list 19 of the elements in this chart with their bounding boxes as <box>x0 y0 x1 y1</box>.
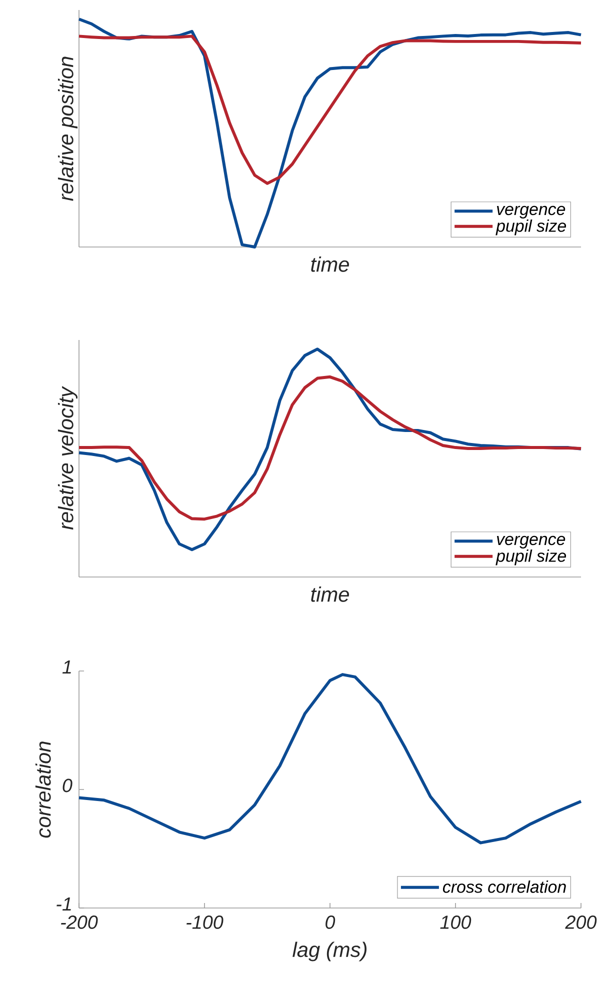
legend-label: vergence <box>496 536 566 548</box>
x-tick-label: 100 <box>440 916 472 929</box>
x-axis-title: time <box>311 586 349 602</box>
y-axis-title: relative position <box>58 56 78 201</box>
y-tick-label: 1 <box>62 660 71 674</box>
x-axis-title: lag (ms) <box>292 942 366 962</box>
legend-label: pupil size <box>496 219 566 236</box>
x-tick-label: 200 <box>565 916 597 929</box>
y-axis-title: correlation <box>35 742 51 838</box>
y-axis-title: relative velocity <box>58 386 78 530</box>
x-tick-label: -200 <box>61 916 98 929</box>
x-axis-title: time <box>311 256 349 272</box>
legend-label: cross correlation <box>442 880 566 893</box>
y-tick-label: 0 <box>62 778 72 792</box>
legend-label: vergence <box>496 206 566 218</box>
x-tick-label: 0 <box>326 916 336 929</box>
legend-label: pupil size <box>496 549 566 566</box>
y-tick-label: -1 <box>56 897 71 910</box>
x-tick-label: -100 <box>186 916 224 929</box>
